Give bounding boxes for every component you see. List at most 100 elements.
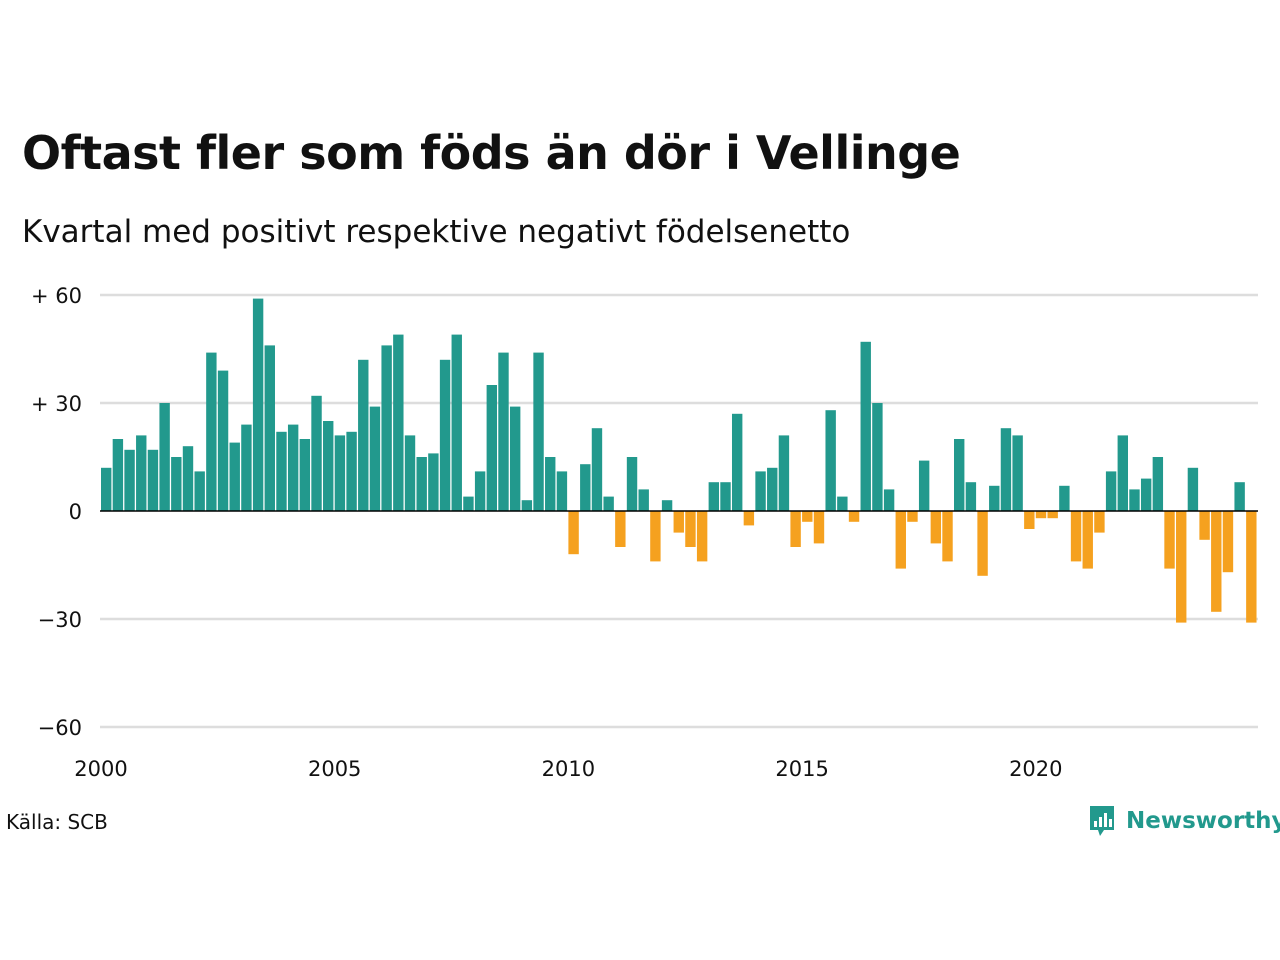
bar	[778, 435, 790, 511]
bar	[486, 385, 498, 511]
bar	[474, 471, 486, 511]
bar	[147, 449, 159, 511]
bar	[907, 511, 918, 522]
bar	[381, 345, 392, 511]
bar	[1105, 471, 1117, 511]
bar	[872, 403, 883, 511]
x-tick-label: 2000	[74, 757, 127, 781]
bar	[323, 421, 334, 511]
source-note: Källa: SCB	[6, 810, 108, 834]
bars	[101, 298, 1257, 623]
axes: + 60 + 30 0 −30 −60 2000 2005 2010 2015 2020	[31, 284, 1258, 781]
bar	[171, 457, 182, 511]
bar	[346, 431, 357, 511]
bar	[767, 467, 778, 511]
bar	[615, 511, 626, 547]
bar	[731, 413, 743, 511]
bar	[638, 489, 649, 511]
bar	[1140, 478, 1152, 511]
bar	[229, 442, 240, 511]
y-tick-label: + 30	[31, 392, 82, 416]
brand-name: Newsworthy	[1126, 808, 1280, 834]
x-tick-label: 2020	[1009, 757, 1062, 781]
bar	[860, 341, 871, 511]
bar	[545, 457, 556, 511]
bar	[206, 352, 217, 511]
y-tick-label: + 60	[31, 284, 82, 308]
bar	[977, 511, 988, 576]
bar	[112, 439, 124, 511]
bar	[802, 511, 813, 522]
bar	[276, 431, 287, 511]
bar	[1024, 511, 1035, 529]
bar	[369, 406, 381, 511]
bar	[1129, 489, 1140, 511]
bar	[918, 460, 930, 511]
bar	[1059, 485, 1070, 511]
bar	[813, 511, 825, 544]
bar	[358, 359, 369, 511]
bar	[264, 345, 275, 511]
x-tick-label: 2005	[308, 757, 361, 781]
bar	[509, 406, 521, 511]
bar	[428, 453, 439, 511]
bar	[708, 482, 720, 511]
bar	[1082, 511, 1093, 569]
bar	[603, 496, 614, 511]
bar	[965, 482, 977, 511]
bar	[755, 471, 766, 511]
bar	[217, 370, 229, 511]
y-tick-label: 0	[69, 500, 82, 524]
bar	[790, 511, 801, 547]
chart-subtitle: Kvartal med positivt respektive negativt…	[22, 214, 851, 250]
bar	[1234, 482, 1245, 511]
bar	[591, 428, 603, 511]
bar	[556, 471, 568, 511]
bar	[1246, 511, 1257, 623]
bar	[498, 352, 509, 511]
bar	[895, 511, 906, 569]
bar	[1000, 428, 1012, 511]
bar	[1222, 511, 1234, 573]
bar	[837, 496, 848, 511]
bar	[416, 457, 427, 511]
bar	[334, 435, 346, 511]
bar	[696, 511, 708, 562]
bar	[1164, 511, 1175, 569]
bar	[650, 511, 661, 562]
bar	[1187, 467, 1199, 511]
chart-title: Oftast fler som föds än dör i Vellinge	[22, 126, 961, 180]
bar	[1070, 511, 1082, 562]
bar	[393, 334, 404, 511]
y-tick-label: −30	[38, 608, 82, 632]
bar	[124, 449, 135, 511]
bar	[825, 410, 836, 511]
bar	[1152, 457, 1164, 511]
bar	[299, 439, 311, 511]
bar	[194, 471, 205, 511]
bar	[252, 298, 264, 511]
bar-chart: + 60 + 30 0 −30 −60 2000 2005 2010 2015 2020	[31, 284, 1258, 781]
bar	[580, 464, 591, 511]
bar-chart-speech-bubble-icon	[1090, 806, 1114, 836]
bar	[954, 439, 965, 511]
bar	[404, 435, 416, 511]
bar	[287, 424, 299, 511]
gridlines	[100, 293, 1258, 729]
bar	[989, 485, 1000, 511]
brand-logo: Newsworthy	[1088, 804, 1280, 838]
bar	[439, 359, 451, 511]
bar	[685, 511, 696, 547]
bar	[1047, 511, 1058, 519]
bar	[182, 446, 194, 511]
bar	[1211, 511, 1222, 612]
bar	[241, 424, 252, 511]
bar	[942, 511, 953, 562]
bar	[1199, 511, 1210, 540]
bar	[743, 511, 755, 526]
bar	[521, 500, 533, 511]
bar	[626, 457, 638, 511]
bar	[568, 511, 579, 555]
bar	[673, 511, 684, 533]
bar	[1035, 511, 1047, 519]
